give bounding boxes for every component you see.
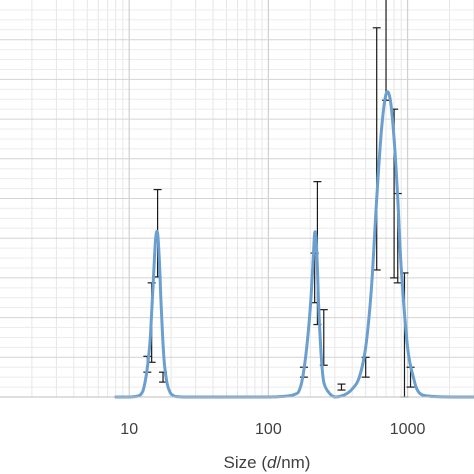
- series-layer: [114, 90, 474, 399]
- x-tick-label: 10: [120, 421, 138, 438]
- series-line: [114, 90, 474, 399]
- x-axis-title-variable: d: [267, 453, 277, 472]
- major-gridlines: [0, 0, 474, 397]
- x-tick-labels: 10 100 1000: [120, 421, 425, 438]
- x-axis-title: Size (d/nm): [224, 453, 311, 472]
- x-tick-label: 100: [255, 421, 282, 438]
- x-axis-title-unit: /nm): [276, 453, 310, 472]
- x-axis-title-prefix: Size (: [224, 453, 268, 472]
- x-tick-label: 1000: [390, 421, 426, 438]
